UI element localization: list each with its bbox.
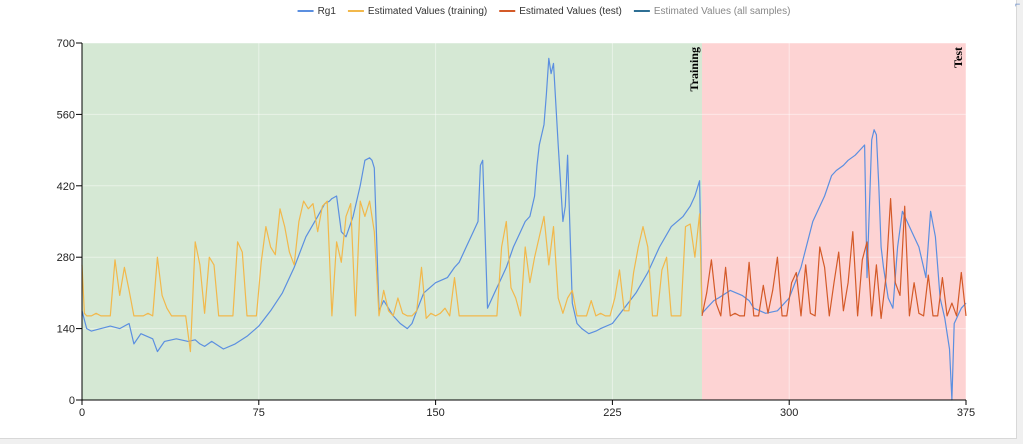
legend: Rg1 Estimated Values (training) Estimated … bbox=[297, 6, 791, 17]
series-line-1 bbox=[81, 200, 703, 353]
legend-entry: Rg1 bbox=[318, 6, 337, 17]
x-tick-label: 225 bbox=[603, 407, 621, 419]
region-label-training: Training bbox=[687, 47, 701, 91]
legend-entry: Estimated Values (all samples) bbox=[654, 6, 791, 17]
series-lines bbox=[81, 57, 967, 401]
y-tick-label: 140 bbox=[57, 324, 75, 336]
legend-entry: Estimated Values (training) bbox=[368, 6, 487, 17]
x-tick-label: 0 bbox=[79, 407, 85, 419]
y-tick-label: 0 bbox=[69, 395, 75, 407]
series-line-0 bbox=[81, 57, 967, 401]
y-tick-label: 420 bbox=[57, 181, 75, 193]
region-label-test: Test bbox=[951, 47, 965, 68]
series-line-2 bbox=[701, 198, 967, 319]
x-tick-label: 375 bbox=[957, 407, 975, 419]
y-tick-label: 280 bbox=[57, 252, 75, 264]
x-tick-label: 150 bbox=[426, 407, 444, 419]
corner-resize-icon: ⌐ bbox=[1015, 0, 1021, 9]
axes: 0 75 150 225 300 375 0 140 280 420 560 700 bbox=[57, 38, 976, 419]
x-tick-label: 300 bbox=[780, 407, 798, 419]
region-training bbox=[82, 43, 702, 400]
x-tick-label: 75 bbox=[253, 407, 265, 419]
legend-entry: Estimated Values (test) bbox=[519, 6, 622, 17]
y-tick-label: 560 bbox=[57, 109, 75, 121]
region-backgrounds bbox=[82, 43, 966, 400]
region-labels: Training Test bbox=[687, 47, 965, 91]
line-chart: Rg1 Estimated Values (training) Estimated … bbox=[57, 6, 976, 419]
region-test bbox=[701, 43, 966, 400]
y-tick-label: 700 bbox=[57, 38, 75, 50]
